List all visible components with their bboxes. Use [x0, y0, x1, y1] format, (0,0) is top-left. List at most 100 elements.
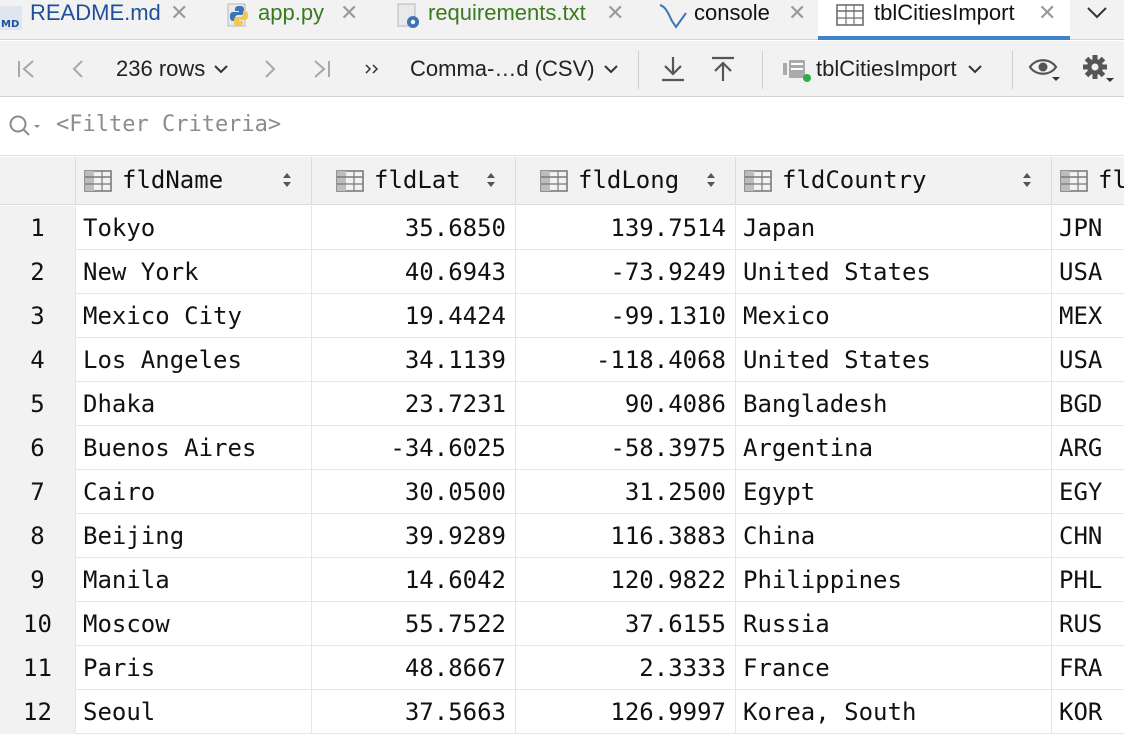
close-icon[interactable]: ✕: [788, 0, 807, 25]
cell-fliso[interactable]: JPN: [1059, 214, 1103, 242]
cell-fliso[interactable]: USA: [1059, 258, 1103, 286]
cell-fliso[interactable]: CHN: [1059, 522, 1103, 550]
view-options-button[interactable]: [1028, 41, 1062, 97]
cell-fldlong[interactable]: 139.7514: [516, 206, 736, 250]
row-count-dropdown[interactable]: 236 rows: [116, 41, 229, 97]
cell-fldcountry[interactable]: Mexico: [736, 294, 1052, 338]
cell-fldlong[interactable]: 37.6155: [516, 602, 736, 646]
cell-fldlong[interactable]: 120.9822: [516, 558, 736, 602]
column-header-fldlong[interactable]: fldLong: [516, 157, 736, 205]
cell-fldname[interactable]: Paris: [76, 646, 312, 690]
close-icon[interactable]: ✕: [606, 0, 625, 25]
export-format-dropdown[interactable]: Comma-…d (CSV): [410, 41, 619, 97]
cell-fliso[interactable]: RUS: [1059, 610, 1103, 638]
row-number[interactable]: 3: [0, 294, 76, 338]
cell-fldname[interactable]: Tokyo: [76, 206, 312, 250]
tab-list-dropdown[interactable]: [1078, 0, 1118, 40]
download-button[interactable]: [660, 41, 686, 97]
cell-fldlong[interactable]: 126.9997: [516, 690, 736, 734]
cell-fldcountry[interactable]: United States: [736, 250, 1052, 294]
tab-readme[interactable]: MD README.md ✕: [0, 0, 205, 40]
sort-icon[interactable]: [282, 171, 292, 189]
table-row[interactable]: 8 Beijing 39.9289 116.3883 China CHN: [0, 514, 1124, 558]
cell-fldname[interactable]: Los Angeles: [76, 338, 312, 382]
previous-page-button[interactable]: [70, 41, 86, 97]
row-number[interactable]: 1: [0, 206, 76, 250]
cell-fldlong[interactable]: -118.4068: [516, 338, 736, 382]
row-number[interactable]: 7: [0, 470, 76, 514]
table-row[interactable]: 6 Buenos Aires -34.6025 -58.3975 Argentina AR…: [0, 426, 1124, 470]
cell-fldname[interactable]: Cairo: [76, 470, 312, 514]
sort-icon[interactable]: [1022, 171, 1032, 189]
cell-fldcountry[interactable]: United States: [736, 338, 1052, 382]
table-row[interactable]: 4 Los Angeles 34.1139 -118.4068 United State…: [0, 338, 1124, 382]
row-number[interactable]: 12: [0, 690, 76, 734]
cell-fldcountry[interactable]: Philippines: [736, 558, 1052, 602]
cell-fliso[interactable]: FRA: [1059, 654, 1103, 682]
cell-fldcountry[interactable]: Argentina: [736, 426, 1052, 470]
cell-fldcountry[interactable]: Korea, South: [736, 690, 1052, 734]
table-row[interactable]: 10 Moscow 55.7522 37.6155 Russia RUS: [0, 602, 1124, 646]
table-row[interactable]: 9 Manila 14.6042 120.9822 Philippines PHL: [0, 558, 1124, 602]
row-number[interactable]: 8: [0, 514, 76, 558]
cell-fldcountry[interactable]: Russia: [736, 602, 1052, 646]
row-number[interactable]: 6: [0, 426, 76, 470]
row-number[interactable]: 5: [0, 382, 76, 426]
cell-fldlat[interactable]: 48.8667: [312, 646, 516, 690]
row-number[interactable]: 11: [0, 646, 76, 690]
table-row[interactable]: 12 Seoul 37.5663 126.9997 Korea, South KOR: [0, 690, 1124, 734]
cell-fldcountry[interactable]: Egypt: [736, 470, 1052, 514]
cell-fldlat[interactable]: 34.1139: [312, 338, 516, 382]
cell-fldlat[interactable]: 37.5663: [312, 690, 516, 734]
row-number[interactable]: 4: [0, 338, 76, 382]
cell-fldcountry[interactable]: Bangladesh: [736, 382, 1052, 426]
cell-fliso[interactable]: BGD: [1059, 390, 1103, 418]
column-header-fldlat[interactable]: fldLat: [312, 157, 516, 205]
cell-fldlong[interactable]: 116.3883: [516, 514, 736, 558]
cell-fldlong[interactable]: 90.4086: [516, 382, 736, 426]
cell-fldlat[interactable]: 35.6850: [312, 206, 516, 250]
datasource-dropdown[interactable]: tblCitiesImport: [780, 41, 983, 97]
tab-requirements[interactable]: requirements.txt ✕: [392, 0, 638, 40]
cell-fldlong[interactable]: -58.3975: [516, 426, 736, 470]
cell-fliso[interactable]: USA: [1059, 346, 1103, 374]
cell-fldname[interactable]: Dhaka: [76, 382, 312, 426]
table-row[interactable]: 5 Dhaka 23.7231 90.4086 Bangladesh BGD: [0, 382, 1124, 426]
cell-fliso[interactable]: PHL: [1059, 566, 1103, 594]
cell-fldlat[interactable]: 40.6943: [312, 250, 516, 294]
cell-fldlong[interactable]: -99.1310: [516, 294, 736, 338]
close-icon[interactable]: ✕: [170, 0, 189, 25]
sort-icon[interactable]: [486, 171, 496, 189]
cell-fldlong[interactable]: 2.3333: [516, 646, 736, 690]
cell-fldcountry[interactable]: Japan: [736, 206, 1052, 250]
cell-fldname[interactable]: New York: [76, 250, 312, 294]
cell-fldname[interactable]: Seoul: [76, 690, 312, 734]
row-number[interactable]: 2: [0, 250, 76, 294]
cell-fldlong[interactable]: -73.9249: [516, 250, 736, 294]
cell-fliso[interactable]: MEX: [1059, 302, 1103, 330]
table-row[interactable]: 7 Cairo 30.0500 31.2500 Egypt EGY: [0, 470, 1124, 514]
close-icon[interactable]: ✕: [1038, 0, 1057, 25]
cell-fldlat[interactable]: 14.6042: [312, 558, 516, 602]
cell-fldlat[interactable]: 30.0500: [312, 470, 516, 514]
settings-button[interactable]: [1080, 41, 1116, 97]
column-header-fldcountry[interactable]: fldCountry: [736, 157, 1052, 205]
last-page-button[interactable]: [310, 41, 332, 97]
tab-tblcitiesimport[interactable]: tblCitiesImport ✕: [818, 0, 1070, 40]
row-number[interactable]: 10: [0, 602, 76, 646]
cell-fldlong[interactable]: 31.2500: [516, 470, 736, 514]
cell-fldname[interactable]: Buenos Aires: [76, 426, 312, 470]
cell-fldlat[interactable]: 19.4424: [312, 294, 516, 338]
filter-bar[interactable]: <Filter Criteria>: [0, 98, 1124, 156]
cell-fldlat[interactable]: 39.9289: [312, 514, 516, 558]
upload-button[interactable]: [710, 41, 736, 97]
table-row[interactable]: 11 Paris 48.8667 2.3333 France FRA: [0, 646, 1124, 690]
tab-app-py[interactable]: app.py ✕: [222, 0, 370, 40]
close-icon[interactable]: ✕: [340, 0, 359, 25]
next-page-button[interactable]: [262, 41, 278, 97]
cell-fldname[interactable]: Mexico City: [76, 294, 312, 338]
cell-fliso[interactable]: EGY: [1059, 478, 1103, 506]
cell-fldlat[interactable]: 23.7231: [312, 382, 516, 426]
cell-fldcountry[interactable]: France: [736, 646, 1052, 690]
table-row[interactable]: 1 Tokyo 35.6850 139.7514 Japan JPN: [0, 206, 1124, 250]
